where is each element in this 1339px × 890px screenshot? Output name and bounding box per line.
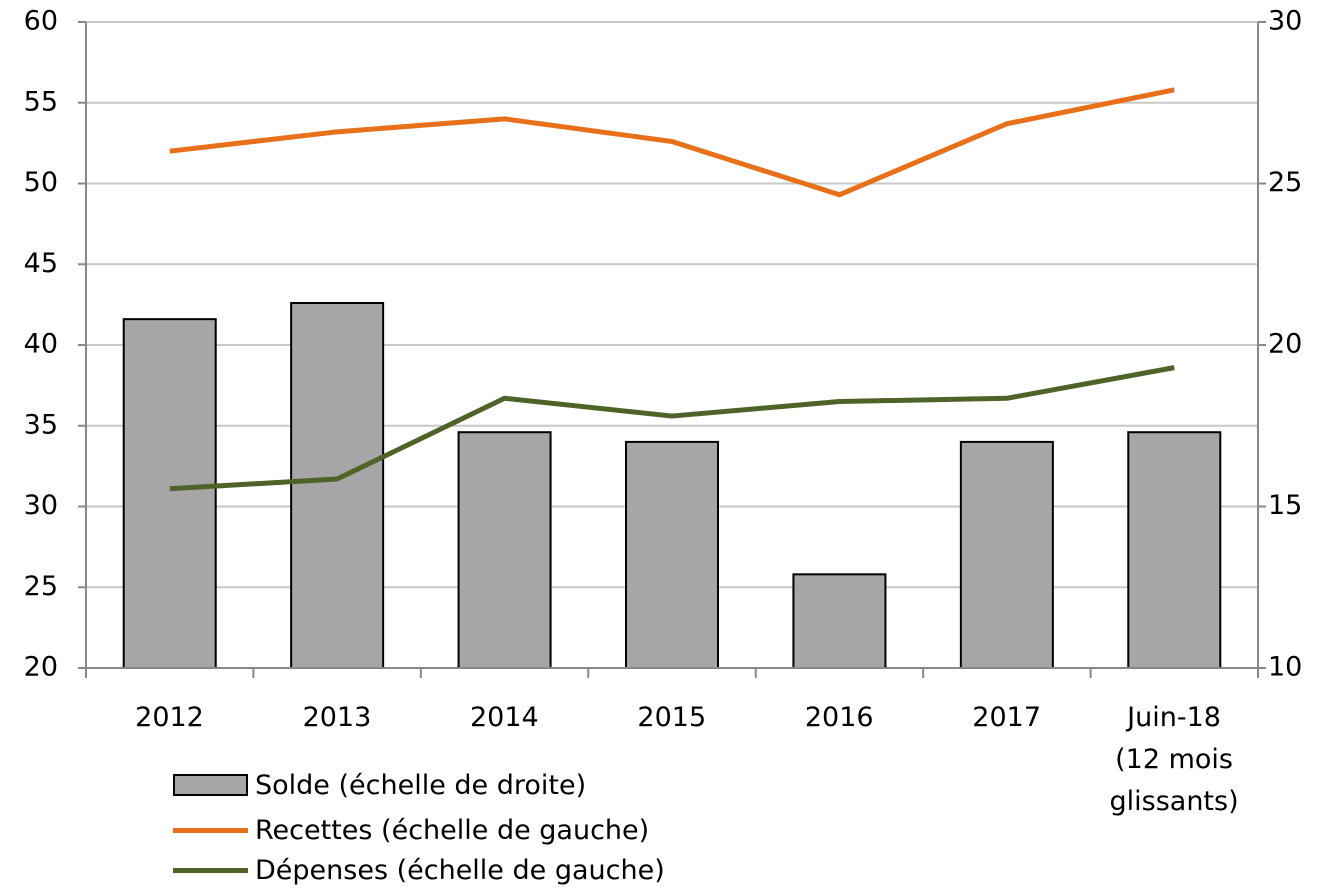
x-tick-label: 2013 bbox=[302, 702, 372, 733]
line bbox=[169, 365, 1175, 492]
bar bbox=[792, 573, 887, 670]
bar bbox=[959, 440, 1054, 669]
y-tick-label: 35 bbox=[24, 409, 58, 440]
legend-label: Recettes (échelle de gauche) bbox=[255, 814, 650, 846]
x-tick-label: 2016 bbox=[804, 702, 874, 733]
y2-tick-label: 20 bbox=[1268, 329, 1302, 360]
bar bbox=[457, 431, 552, 669]
legend-swatch bbox=[173, 827, 248, 833]
bar bbox=[290, 302, 385, 669]
legend-swatch bbox=[173, 867, 248, 873]
y2-tick-label: 15 bbox=[1268, 490, 1302, 521]
y-tick-label: 20 bbox=[24, 652, 58, 683]
legend-label: Solde (échelle de droite) bbox=[255, 769, 587, 801]
y-tick-label: 25 bbox=[24, 571, 58, 602]
x-tick-label: 2014 bbox=[469, 702, 539, 733]
bar bbox=[1127, 431, 1222, 669]
y-tick-label: 40 bbox=[24, 329, 58, 360]
y-tick-label: 45 bbox=[24, 248, 58, 279]
x-tick-label: 2015 bbox=[637, 702, 707, 733]
line bbox=[169, 87, 1175, 198]
bar bbox=[122, 318, 217, 669]
bar bbox=[625, 440, 719, 669]
y2-tick-label: 25 bbox=[1268, 167, 1302, 198]
legend-entry: Recettes (échelle de gauche) bbox=[173, 810, 649, 850]
y-tick-label: 50 bbox=[24, 167, 58, 198]
x-tick-label: 2017 bbox=[972, 702, 1041, 733]
y-tick-label: 30 bbox=[24, 490, 58, 521]
y-tick-label: 60 bbox=[24, 6, 58, 37]
x-tick-label: 2012 bbox=[135, 702, 204, 733]
legend-label: Dépenses (échelle de gauche) bbox=[255, 854, 665, 886]
y2-tick-label: 10 bbox=[1268, 652, 1302, 683]
legend-swatch bbox=[173, 774, 248, 796]
legend-entry: Solde (échelle de droite) bbox=[173, 765, 586, 805]
legend-entry: Dépenses (échelle de gauche) bbox=[173, 850, 665, 890]
x-tick-label: Juin-18 (12 mois glissants) bbox=[1109, 702, 1239, 817]
y2-tick-label: 30 bbox=[1268, 6, 1302, 37]
y-tick-label: 55 bbox=[24, 86, 58, 117]
